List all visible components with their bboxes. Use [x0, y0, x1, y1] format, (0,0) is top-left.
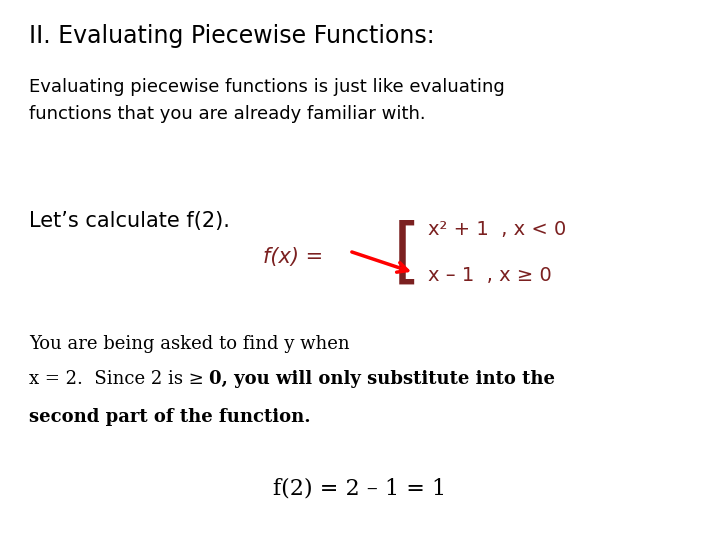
- Text: f(2) = 2 – 1 = 1: f(2) = 2 – 1 = 1: [274, 478, 446, 500]
- Text: Let’s calculate f(2).: Let’s calculate f(2).: [29, 211, 230, 231]
- Text: second part of the function.: second part of the function.: [29, 408, 310, 426]
- Text: Evaluating piecewise functions is just like evaluating
functions that you are al: Evaluating piecewise functions is just l…: [29, 78, 505, 123]
- Text: II. Evaluating Piecewise Functions:: II. Evaluating Piecewise Functions:: [29, 24, 434, 48]
- Text: x – 1  , x ≥ 0: x – 1 , x ≥ 0: [428, 266, 552, 285]
- Text: You are being asked to find y when: You are being asked to find y when: [29, 335, 349, 353]
- Text: [: [: [392, 219, 421, 288]
- Text: 0, you will only substitute into the: 0, you will only substitute into the: [210, 370, 555, 388]
- Text: x² + 1  , x < 0: x² + 1 , x < 0: [428, 220, 567, 239]
- Text: f(x) =: f(x) =: [263, 246, 323, 267]
- Text: x = 2.  Since 2 is ≥: x = 2. Since 2 is ≥: [29, 370, 210, 388]
